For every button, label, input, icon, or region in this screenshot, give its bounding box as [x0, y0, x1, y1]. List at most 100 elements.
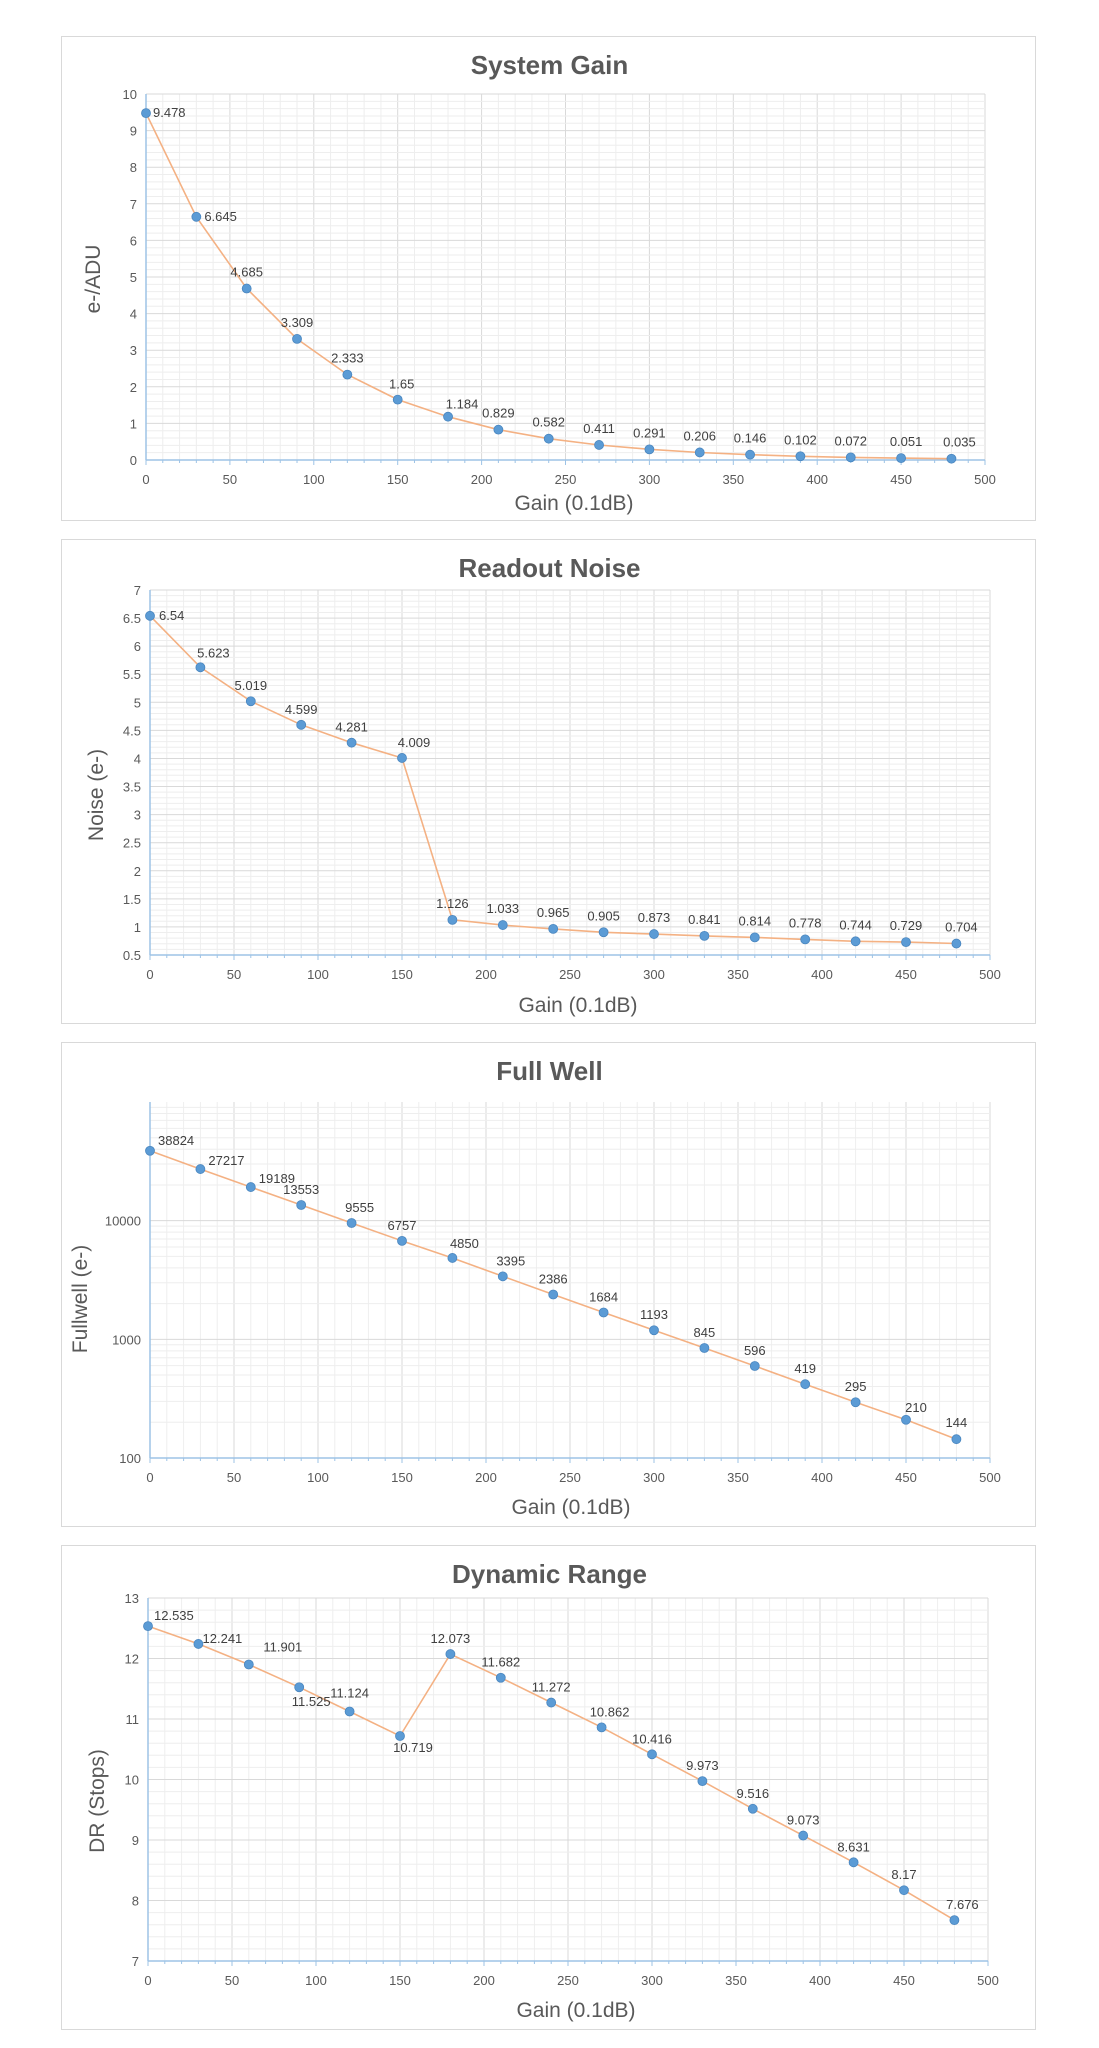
data-point [243, 1659, 254, 1670]
y-tick-label: 10 [125, 1773, 139, 1788]
data-label: 0.146 [734, 431, 767, 446]
chart-panel-readout-noise: 0 50 100 150 200 250 300 350 400 450 500 0.5 1 1.5 2 2.… [61, 539, 1036, 1024]
y-tick-label: 2.5 [123, 836, 141, 851]
data-label: 11.682 [481, 1655, 520, 1670]
data-point [901, 937, 911, 948]
data-label: 1.033 [487, 901, 520, 916]
data-point [800, 1379, 811, 1390]
x-tick-label: 100 [305, 1973, 327, 1988]
x-tick-label: 200 [473, 1973, 495, 1988]
data-point [596, 1722, 607, 1733]
data-point [193, 1639, 204, 1649]
x-tick-label: 450 [890, 472, 912, 487]
data-label: 2.333 [331, 351, 364, 366]
x-tick-label: 250 [559, 1470, 581, 1485]
chart-title: Full Well [496, 1056, 602, 1086]
y-tick-label: 1000 [112, 1332, 141, 1347]
data-label: 8.17 [891, 1867, 916, 1882]
data-point [294, 1682, 305, 1693]
data-point [699, 1343, 710, 1353]
data-label: 0.873 [638, 910, 671, 925]
data-point [493, 424, 504, 435]
data-point [245, 1182, 256, 1192]
data-label: 7.676 [946, 1897, 979, 1912]
data-label: 11.272 [532, 1680, 571, 1695]
y-tick-label: 7 [134, 583, 141, 598]
y-tick-label: 2 [130, 380, 137, 395]
data-label: 27217 [208, 1153, 244, 1168]
x-tick-label: 300 [639, 472, 661, 487]
y-tick-label: 9 [130, 124, 137, 139]
data-point [495, 1672, 506, 1683]
x-tick-label: 150 [389, 1973, 411, 1988]
y-tick-label: 6 [134, 639, 141, 654]
x-tick-label: 150 [391, 1470, 413, 1485]
y-tick-label: 7 [130, 197, 137, 212]
data-point [447, 914, 458, 925]
data-label: 0.102 [784, 432, 817, 447]
y-axis-title: DR (Stops) [86, 1749, 109, 1853]
data-label: 596 [744, 1343, 766, 1358]
y-tick-label: 5 [134, 695, 141, 710]
data-label: 0.072 [834, 433, 867, 448]
data-label: 0.035 [943, 435, 976, 450]
data-label: 0.704 [945, 920, 978, 935]
y-tick-label: 10000 [105, 1214, 141, 1229]
data-label: 3.309 [281, 315, 314, 330]
y-tick-label: 8 [132, 1894, 139, 1909]
data-label: 9.516 [737, 1786, 770, 1801]
data-label: 6.645 [204, 209, 237, 224]
data-label: 0.051 [890, 434, 923, 449]
data-point [644, 444, 655, 455]
x-tick-label: 350 [727, 1470, 749, 1485]
gridlines [149, 589, 991, 956]
data-label: 1684 [589, 1289, 618, 1304]
x-tick-label: 400 [811, 1470, 833, 1485]
data-point [392, 394, 403, 405]
data-point [443, 411, 453, 422]
y-axis-title: e-/ADU [82, 245, 105, 314]
data-point [749, 1361, 760, 1371]
x-tick-label: 250 [557, 1973, 579, 1988]
y-tick-label: 9 [132, 1833, 139, 1848]
x-tick-label: 250 [555, 472, 577, 487]
y-tick-label: 3 [134, 808, 141, 823]
data-label: 9.073 [787, 1813, 820, 1828]
data-point [594, 440, 604, 450]
data-point [195, 1164, 206, 1174]
data-label: 0.829 [482, 406, 515, 421]
data-point [845, 452, 856, 463]
data-label: 9.973 [686, 1758, 719, 1773]
data-point [346, 1218, 357, 1228]
x-tick-label: 100 [303, 472, 325, 487]
data-point [951, 938, 962, 949]
data-point [191, 211, 202, 222]
data-label: 3395 [496, 1253, 525, 1268]
data-point [598, 1307, 609, 1318]
data-point [699, 930, 710, 941]
data-label: 12.073 [431, 1631, 471, 1646]
data-label: 0.905 [587, 908, 620, 923]
x-tick-label: 50 [223, 472, 237, 487]
data-label: 12.241 [203, 1631, 243, 1646]
data-label: 0.744 [839, 917, 872, 932]
y-axis-title: Noise (e-) [85, 749, 108, 841]
x-tick-label: 100 [307, 1470, 329, 1485]
data-point [143, 1621, 153, 1632]
data-point [598, 927, 609, 938]
data-point [292, 333, 302, 344]
data-point [749, 932, 760, 943]
y-tick-label: 3.5 [123, 780, 141, 795]
x-axis-title: Gain (0.1dB) [511, 1496, 630, 1519]
data-label: 0.814 [739, 913, 772, 928]
data-label: 19189 [259, 1171, 295, 1186]
data-point [546, 1697, 557, 1708]
data-label: 10.862 [590, 1704, 630, 1719]
data-point [296, 1200, 307, 1210]
x-tick-label: 350 [725, 1973, 747, 1988]
x-tick-label: 200 [475, 1470, 497, 1485]
y-tick-label: 5 [130, 270, 137, 285]
data-label: 1.184 [446, 397, 479, 412]
y-tick-label: 1 [134, 920, 141, 935]
y-tick-label: 0 [130, 453, 137, 468]
